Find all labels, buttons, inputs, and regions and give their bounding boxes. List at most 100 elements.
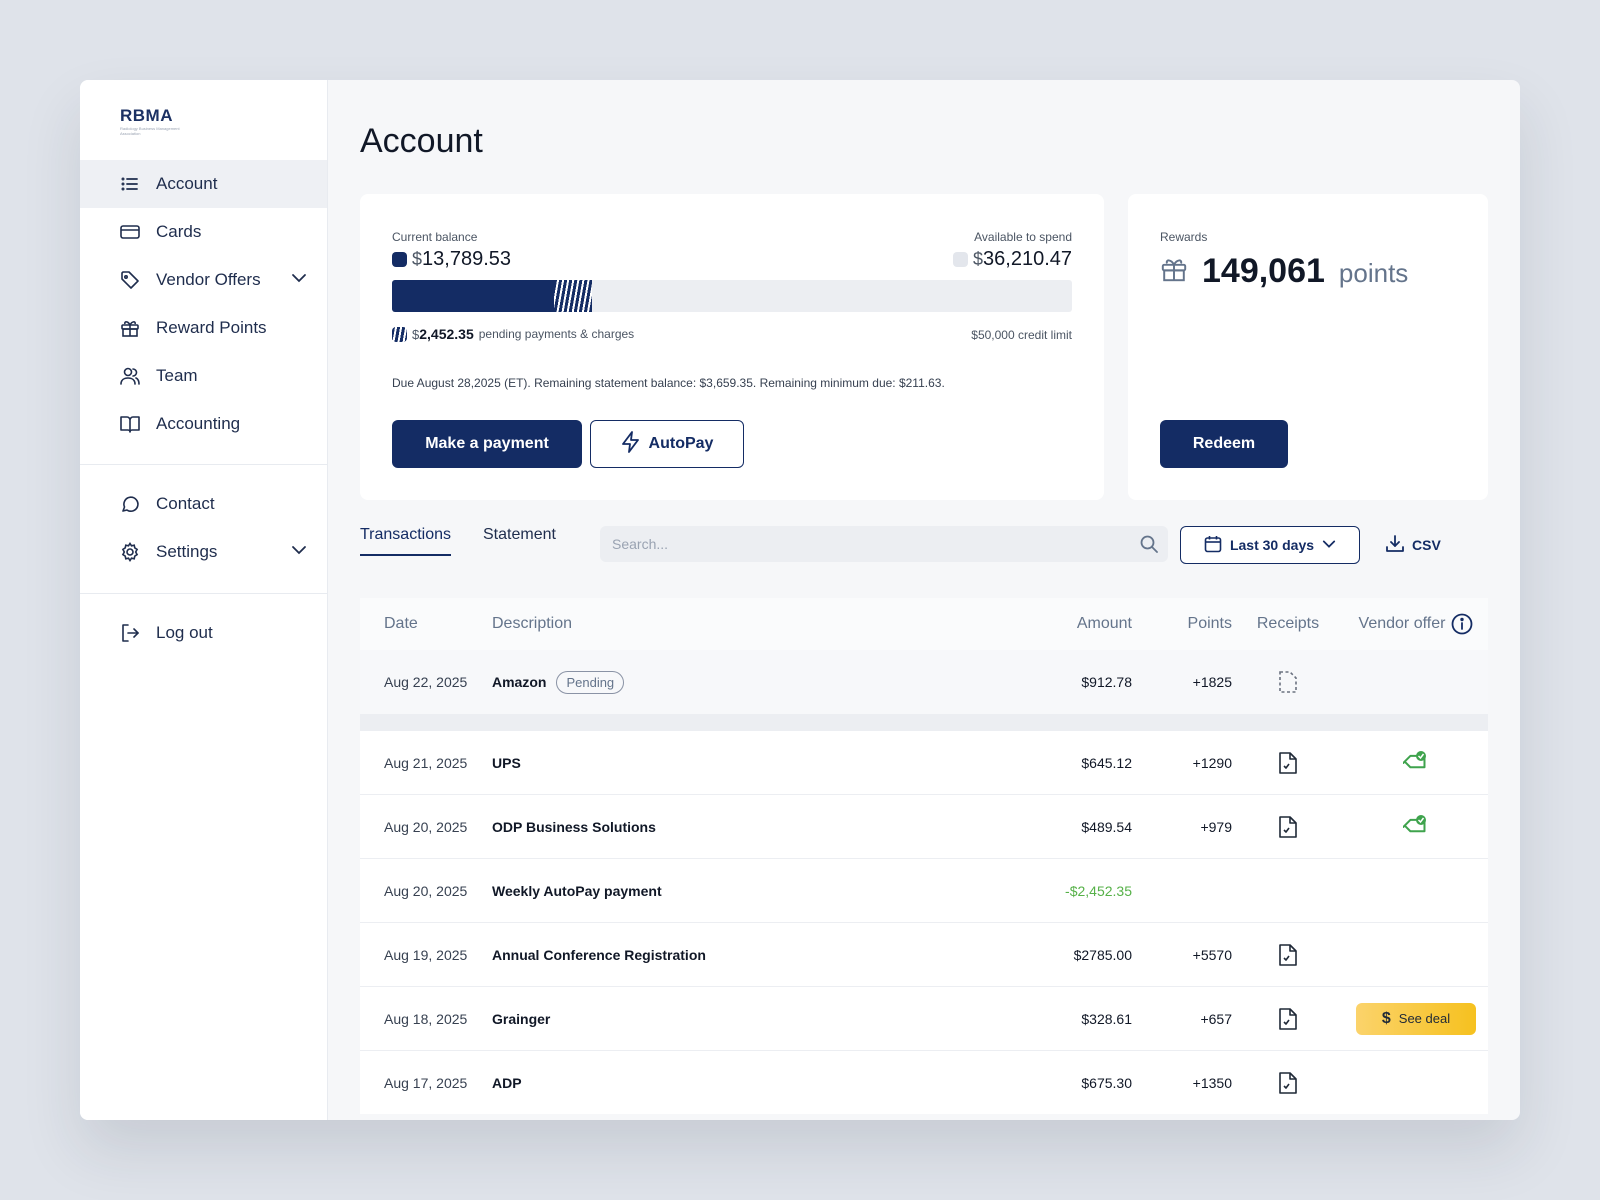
row-amount: $912.78 bbox=[1081, 674, 1132, 690]
transaction-tabs: Transactions Statement bbox=[360, 526, 588, 556]
receipt-icon[interactable] bbox=[1232, 751, 1344, 775]
sidebar-item-contact[interactable]: Contact bbox=[80, 480, 327, 528]
autopay-label: AutoPay bbox=[648, 435, 714, 452]
row-amount: $2785.00 bbox=[1073, 946, 1132, 963]
current-balance-value: 13,789.53 bbox=[422, 248, 511, 270]
search-icon[interactable] bbox=[1140, 535, 1158, 558]
sidebar-item-accounting[interactable]: Accounting bbox=[80, 400, 327, 448]
header-points[interactable]: Points bbox=[1187, 615, 1232, 632]
row-date: Aug 20, 2025 bbox=[384, 818, 468, 835]
sidebar-item-reward-points[interactable]: Reward Points bbox=[80, 304, 327, 352]
header-date[interactable]: Date bbox=[384, 615, 418, 632]
table-row-pending[interactable]: Aug 22, 2025 Amazon Pending $912.78 +182… bbox=[360, 650, 1488, 714]
sidebar-item-settings[interactable]: Settings bbox=[80, 528, 327, 576]
balance-bar-fill bbox=[392, 280, 555, 312]
autopay-button[interactable]: AutoPay bbox=[590, 420, 744, 468]
main-content: Account Current balance $ 13,789.53 Avai… bbox=[328, 80, 1520, 1120]
csv-label: CSV bbox=[1412, 537, 1441, 553]
row-points: +979 bbox=[1200, 818, 1232, 835]
gift-icon bbox=[120, 318, 140, 338]
sidebar-item-label: Log out bbox=[156, 623, 213, 642]
logout-icon bbox=[120, 623, 140, 643]
sidebar-item-logout[interactable]: Log out bbox=[80, 609, 327, 657]
sidebar-secondary-nav: Contact Settings bbox=[80, 480, 327, 576]
sidebar-item-label: Contact bbox=[156, 494, 215, 513]
sidebar-divider bbox=[80, 593, 327, 594]
table-row[interactable]: Aug 19, 2025 Annual Conference Registrat… bbox=[360, 922, 1488, 986]
table-row[interactable]: Aug 20, 2025 ODP Business Solutions $489… bbox=[360, 794, 1488, 858]
rewards-card: Rewards 149,061 points Redeem bbox=[1128, 194, 1488, 500]
row-amount: $645.12 bbox=[1081, 754, 1132, 771]
status-badge: Pending bbox=[556, 670, 625, 694]
header-amount[interactable]: Amount bbox=[1076, 615, 1132, 632]
used-swatch-icon bbox=[392, 252, 407, 267]
receipt-icon[interactable] bbox=[1232, 815, 1344, 839]
csv-export-button[interactable]: CSV bbox=[1386, 526, 1441, 564]
balance-card: Current balance $ 13,789.53 Available to… bbox=[360, 194, 1104, 500]
header-receipts[interactable]: Receipts bbox=[1256, 615, 1320, 632]
row-date: Aug 20, 2025 bbox=[384, 882, 468, 899]
table-row[interactable]: Aug 20, 2025 Weekly AutoPay payment -$2,… bbox=[360, 858, 1488, 922]
rewards-value: 149,061 points bbox=[1160, 252, 1408, 291]
available-label: Available to spend bbox=[974, 230, 1072, 244]
sidebar-item-team[interactable]: Team bbox=[80, 352, 327, 400]
offer-applied-icon[interactable] bbox=[1344, 814, 1488, 840]
header-vendor-offer-label: Vendor offer bbox=[1358, 615, 1446, 632]
row-description: Annual Conference Registration bbox=[492, 946, 706, 963]
sidebar-item-account[interactable]: Account bbox=[80, 160, 327, 208]
table-row[interactable]: Aug 21, 2025 UPS $645.12 +1290 bbox=[360, 730, 1488, 794]
current-balance: Current balance $ 13,789.53 bbox=[392, 230, 511, 271]
logo-text: RBMA bbox=[120, 106, 173, 125]
rewards-points-unit: points bbox=[1338, 258, 1409, 288]
credit-card-icon bbox=[120, 222, 140, 242]
row-points: +1290 bbox=[1192, 754, 1232, 771]
credit-limit: $50,000 credit limit bbox=[971, 328, 1072, 342]
tab-statement[interactable]: Statement bbox=[483, 526, 556, 543]
redeem-button[interactable]: Redeem bbox=[1160, 420, 1288, 468]
sidebar-item-label: Account bbox=[156, 174, 218, 193]
receipt-icon[interactable] bbox=[1232, 1007, 1344, 1031]
chevron-down-icon[interactable] bbox=[291, 270, 307, 291]
receipt-icon[interactable] bbox=[1232, 943, 1344, 967]
current-balance-label: Current balance bbox=[392, 230, 478, 244]
sidebar-logout-group: Log out bbox=[80, 609, 327, 657]
date-range-select[interactable]: Last 30 days bbox=[1180, 526, 1360, 564]
offer-applied-icon[interactable] bbox=[1344, 750, 1488, 776]
header-vendor-offer[interactable]: Vendor offer bbox=[1344, 613, 1488, 635]
search-input[interactable] bbox=[600, 526, 1168, 562]
currency-symbol: $ bbox=[412, 249, 423, 269]
search-box bbox=[600, 526, 1168, 562]
tab-transactions[interactable]: Transactions bbox=[360, 526, 451, 556]
header-description[interactable]: Description bbox=[492, 615, 573, 632]
row-description: Weekly AutoPay payment bbox=[492, 882, 662, 899]
tag-icon bbox=[120, 270, 140, 290]
download-icon bbox=[1386, 534, 1404, 556]
sidebar-item-vendor-offers[interactable]: Vendor Offers bbox=[80, 256, 327, 304]
row-date: Aug 19, 2025 bbox=[384, 946, 468, 963]
info-icon[interactable] bbox=[1451, 613, 1473, 635]
vendor-offer-cell: $ See deal bbox=[1344, 1002, 1488, 1035]
table-row[interactable]: Aug 17, 2025 ADP $675.30 +1350 bbox=[360, 1050, 1488, 1114]
chevron-down-icon[interactable] bbox=[291, 542, 307, 563]
table-row[interactable]: Aug 18, 2025 Grainger $328.61 +657 $ See… bbox=[360, 986, 1488, 1050]
row-description-text: Amazon bbox=[492, 674, 547, 690]
receipt-icon[interactable] bbox=[1232, 1071, 1344, 1095]
available-swatch-icon bbox=[953, 252, 968, 267]
available-to-spend: Available to spend $ 36,210.47 bbox=[953, 230, 1072, 271]
see-deal-button[interactable]: $ See deal bbox=[1356, 1002, 1476, 1035]
users-icon bbox=[120, 366, 140, 386]
sidebar-item-label: Settings bbox=[156, 542, 218, 561]
row-description: ADP bbox=[492, 1074, 522, 1091]
sidebar-item-label: Vendor Offers bbox=[156, 270, 261, 289]
receipt-upload-icon[interactable] bbox=[1232, 670, 1344, 694]
sidebar-item-label: Cards bbox=[156, 222, 202, 241]
make-payment-button[interactable]: Make a payment bbox=[392, 420, 582, 468]
see-deal-label: See deal bbox=[1398, 1011, 1451, 1026]
credit-usage-bar bbox=[392, 280, 1072, 312]
logo[interactable]: RBMA Radiology Business Management Assoc… bbox=[120, 106, 180, 136]
row-amount: $328.61 bbox=[1081, 1010, 1132, 1027]
sidebar-item-cards[interactable]: Cards bbox=[80, 208, 327, 256]
row-description: ODP Business Solutions bbox=[492, 818, 656, 835]
sidebar-nav: Account Cards Vendor Offers bbox=[80, 160, 327, 448]
pending-swatch-icon bbox=[392, 326, 407, 342]
